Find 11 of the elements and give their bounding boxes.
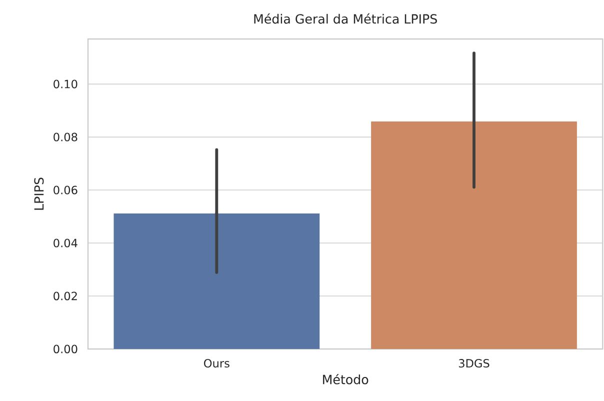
chart-title: Média Geral da Métrica LPIPS — [254, 13, 437, 24]
y-tick-label: 0.06 — [54, 186, 78, 194]
y-tick-label: 0.10 — [54, 80, 78, 88]
y-axis-title: LPIPS — [34, 178, 44, 210]
x-tick-label: 3DGS — [458, 359, 490, 368]
x-tick-label: Ours — [204, 359, 230, 368]
y-tick-label: 0.02 — [54, 292, 77, 300]
y-tick-label: 0.08 — [54, 132, 78, 142]
y-tick-label: 0.04 — [54, 238, 78, 248]
x-axis-title: Método — [323, 374, 368, 384]
y-tick-label: 0.00 — [54, 344, 78, 354]
